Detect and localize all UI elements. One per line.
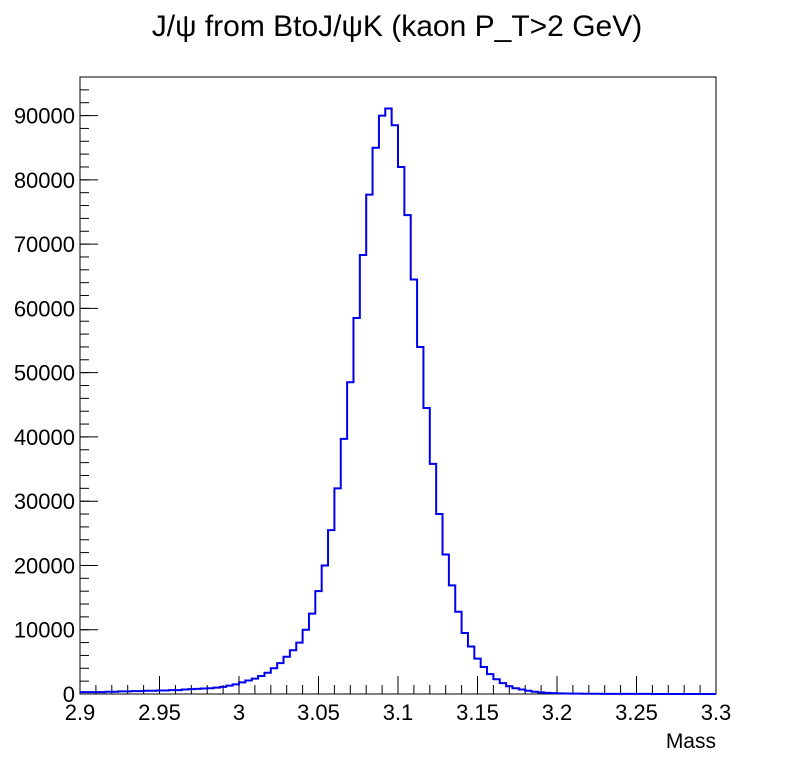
y-tick-label: 10000	[14, 618, 75, 643]
x-tick-label: 3.3	[701, 700, 732, 725]
x-tick-label: 2.9	[65, 700, 96, 725]
y-tick-label: 50000	[14, 361, 75, 386]
plot-area: 2.9 2.95 3 3.05 3.1 3.15 3.2 3.25 3.3 0 10000 20000…	[14, 76, 732, 725]
x-axis-label: Mass	[666, 730, 716, 753]
y-tick-label: 40000	[14, 425, 75, 450]
chart-title: J/ψ from BtoJ/ψK (kaon P_T>2 GeV)	[152, 10, 642, 43]
x-tick-label: 3.2	[542, 700, 573, 725]
x-tick-label: 2.95	[138, 700, 181, 725]
x-tick-label: 3.25	[615, 700, 658, 725]
histogram-line	[80, 107, 716, 695]
y-tick-label: 90000	[14, 104, 75, 129]
y-tick-label: 70000	[14, 232, 75, 257]
y-tick-label: 0	[63, 682, 75, 707]
x-tick-label: 3	[233, 700, 245, 725]
y-tick-label: 20000	[14, 553, 75, 578]
y-tick-label: 60000	[14, 296, 75, 321]
y-tick-label: 30000	[14, 489, 75, 514]
x-tick-label: 3.1	[383, 700, 414, 725]
x-tick-label: 3.05	[297, 700, 340, 725]
y-tick-label: 80000	[14, 168, 75, 193]
x-tick-label: 3.15	[456, 700, 499, 725]
